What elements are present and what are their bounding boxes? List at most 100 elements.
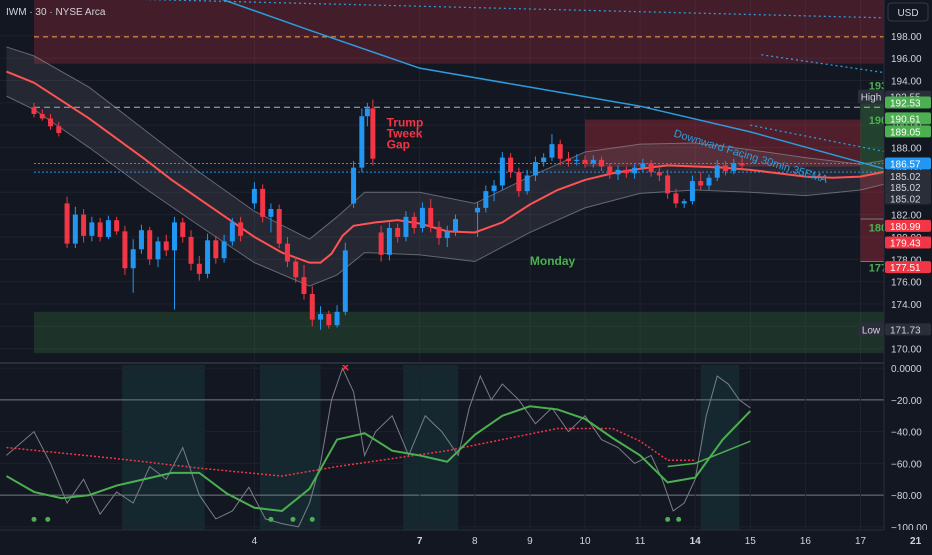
indicator-dot-marker <box>665 517 670 522</box>
candle-body <box>147 230 152 259</box>
candle-body <box>740 163 745 165</box>
candle-body <box>395 228 400 237</box>
time-tick-label: 15 <box>745 536 757 547</box>
candle-body <box>164 241 169 250</box>
currency-label: USD <box>897 8 918 19</box>
lower-green-zone <box>34 312 932 353</box>
candle-body <box>516 172 521 191</box>
time-tick-label: 11 <box>635 536 646 547</box>
candle <box>343 243 348 316</box>
indicator-dot-marker <box>268 517 273 522</box>
candle-body <box>387 228 392 255</box>
candle-body <box>723 165 728 171</box>
candle-body <box>558 144 563 159</box>
candle-body <box>420 208 425 228</box>
candle <box>277 205 282 249</box>
candle-body <box>260 189 265 217</box>
candle-body <box>403 217 408 237</box>
candle-body <box>32 107 37 114</box>
time-tick-label: 16 <box>800 536 812 547</box>
price-tag-label: 177.51 <box>890 263 921 274</box>
candle-body <box>65 203 70 243</box>
candle <box>500 152 505 190</box>
candle-body <box>230 222 235 241</box>
candle-body <box>412 217 417 228</box>
candle-body <box>436 227 441 238</box>
candle-body <box>492 186 497 192</box>
candle-body <box>731 163 736 171</box>
candle-body <box>213 240 218 258</box>
candle-body <box>252 189 257 204</box>
price-tick-label: 196.00 <box>891 54 922 65</box>
candle-body <box>48 118 53 126</box>
candle-body <box>665 175 670 193</box>
candle-body <box>706 178 711 186</box>
price-tick-label: 174.00 <box>891 300 922 311</box>
price-tag-label: 189.05 <box>890 127 921 138</box>
candle <box>387 222 392 260</box>
candle-body <box>591 160 596 163</box>
price-tick-label: 198.00 <box>891 32 922 43</box>
candle-body <box>359 116 364 167</box>
candle <box>370 99 375 165</box>
candle-body <box>370 108 375 158</box>
candle-body <box>428 208 433 227</box>
candle-body <box>508 158 513 173</box>
candle-body <box>475 208 480 212</box>
annotation-label: Monday <box>530 254 576 268</box>
candle <box>359 108 364 172</box>
candle-body <box>351 168 356 204</box>
indicator-dot-marker <box>45 517 50 522</box>
indicator-zone-band <box>122 365 205 530</box>
candle-body <box>180 222 185 237</box>
annotation-label: Gap <box>387 138 410 152</box>
indicator-dot-marker <box>676 517 681 522</box>
price-tick-label: 176.00 <box>891 278 922 289</box>
candle-body <box>365 108 370 116</box>
indicator-tick-label: 0.0000 <box>891 364 922 375</box>
candle-body <box>541 158 546 162</box>
price-tag-label: 192.53 <box>890 98 921 109</box>
price-tick-label: 194.00 <box>891 76 922 87</box>
candle-body <box>205 240 210 274</box>
candle-body <box>285 244 290 262</box>
candle <box>122 226 127 275</box>
candle <box>351 161 356 208</box>
candle-body <box>525 175 530 191</box>
candle-body <box>89 222 94 235</box>
candle <box>260 184 265 222</box>
candle-body <box>715 165 720 177</box>
candle-body <box>343 250 348 311</box>
candle-body <box>379 232 384 254</box>
time-tick-label: 14 <box>690 536 702 547</box>
candle-body <box>445 231 450 238</box>
time-tick-label: 7 <box>417 536 423 547</box>
indicator-tick-label: −20.00 <box>891 396 922 407</box>
candle-body <box>326 314 331 325</box>
candle-body <box>73 215 78 244</box>
time-tick-label: 17 <box>855 536 867 547</box>
candle-body <box>599 160 604 167</box>
time-tick-label: 4 <box>252 536 258 547</box>
indicator-dot-marker <box>32 517 37 522</box>
price-tag-label: 190.61 <box>890 114 921 125</box>
candle-body <box>56 126 61 133</box>
indicator-zone-band <box>403 365 458 530</box>
candle-body <box>277 209 282 244</box>
symbol-header: IWM · 30 · NYSE Arca <box>6 7 106 18</box>
candle-body <box>197 264 202 274</box>
candle-body <box>310 294 315 320</box>
time-tick-label: 10 <box>579 536 591 547</box>
candle-body <box>172 222 177 250</box>
candle-body <box>640 163 645 167</box>
candle-body <box>533 162 538 175</box>
indicator-dot-marker <box>310 517 315 522</box>
time-tick-label: 8 <box>472 536 478 547</box>
candle-body <box>657 172 662 175</box>
candle-body <box>583 160 588 163</box>
candle-body <box>673 193 678 203</box>
candle-body <box>81 215 86 236</box>
candle-body <box>238 222 243 235</box>
